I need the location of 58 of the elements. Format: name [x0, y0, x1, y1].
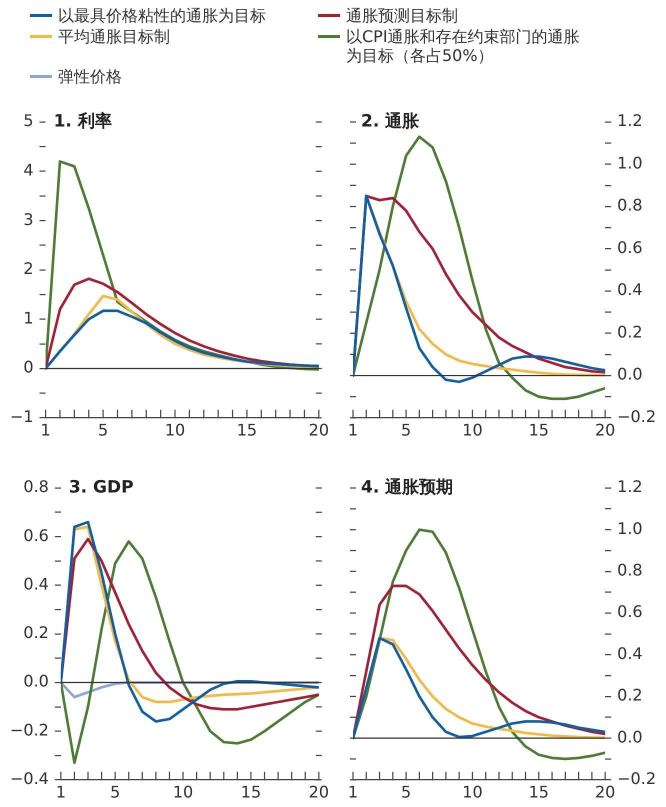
y2-tick-label: 0.0	[617, 364, 643, 384]
x-tick-label: 10	[462, 420, 483, 440]
y-tick-label: 3	[23, 210, 34, 229]
y2-tick-label: 0.8	[617, 196, 643, 215]
x-tick-label: 1	[348, 420, 358, 440]
legend-label: 平均通胀目标制	[58, 27, 170, 46]
y-tick-label: 0.6	[23, 526, 49, 545]
y2-tick-label: 1.0	[617, 518, 643, 538]
x-tick-label: 5	[400, 782, 412, 802]
y2-tick-label: 0.4	[617, 644, 643, 663]
x-tick-label: 20	[594, 420, 616, 440]
y-tick-label: 0.0	[23, 672, 49, 691]
chart-title: 3. GDP	[68, 477, 134, 498]
chart-title: 2. 通胀	[361, 111, 420, 132]
x-tick-label: 15	[528, 782, 549, 802]
y2-tick-label: 0.4	[617, 280, 643, 300]
x-tick-label: 20	[308, 420, 329, 440]
x-tick-label: 5	[400, 420, 412, 440]
y-tick-label: −0.2	[10, 720, 49, 740]
y-tick-label: 0.4	[23, 574, 49, 594]
x-tick-label: 15	[528, 420, 549, 440]
x-tick-label: 15	[240, 782, 262, 802]
x-tick-label: 10	[462, 782, 483, 802]
x-tick-label: 20	[308, 782, 329, 802]
x-tick-label: 5	[110, 782, 120, 802]
legend-label: 通胀预测目标制	[346, 6, 458, 25]
y-tick-label: 0.2	[23, 623, 49, 642]
chart-title: 1. 利率	[54, 111, 112, 132]
y2-tick-label: 0.2	[617, 322, 643, 342]
y-tick-label: 1	[23, 308, 34, 328]
y-tick-label: 2	[23, 259, 34, 278]
y2-tick-label: 0.6	[617, 238, 643, 257]
y2-tick-label: 1.0	[617, 153, 643, 172]
y-tick-label: 4	[23, 160, 34, 180]
legend-label: 弹性价格	[58, 67, 122, 86]
x-tick-label: 1	[348, 782, 358, 802]
y2-tick-label: −0.2	[617, 406, 656, 426]
y-tick-label: 0.8	[23, 477, 49, 496]
x-tick-label: 1	[56, 782, 66, 802]
legend-label: 以CPI通胀和存在约束部门的通胀为目标（各占50%）	[346, 27, 580, 65]
y-tick-label: 5	[23, 111, 34, 130]
x-tick-label: 15	[236, 420, 258, 440]
y-tick-label: −1	[10, 406, 34, 426]
y-tick-label: 0	[23, 358, 34, 377]
y2-tick-label: 1.2	[617, 111, 643, 130]
x-tick-label: 10	[164, 420, 186, 440]
y2-tick-label: 0.2	[617, 686, 643, 705]
x-tick-label: 10	[172, 782, 194, 802]
y2-tick-label: 0.8	[617, 560, 643, 580]
y2-tick-label: 0.6	[617, 602, 643, 622]
chart-title: 4. 通胀预期	[361, 477, 454, 498]
y2-tick-label: −0.2	[617, 768, 656, 788]
y-tick-label: −0.4	[10, 768, 49, 788]
x-tick-label: 5	[98, 420, 108, 440]
y2-tick-label: 0.0	[617, 727, 643, 746]
x-tick-label: 20	[594, 782, 616, 802]
legend-label: 以最具价格粘性的通胀为目标	[58, 6, 266, 25]
y2-tick-label: 1.2	[617, 477, 643, 496]
